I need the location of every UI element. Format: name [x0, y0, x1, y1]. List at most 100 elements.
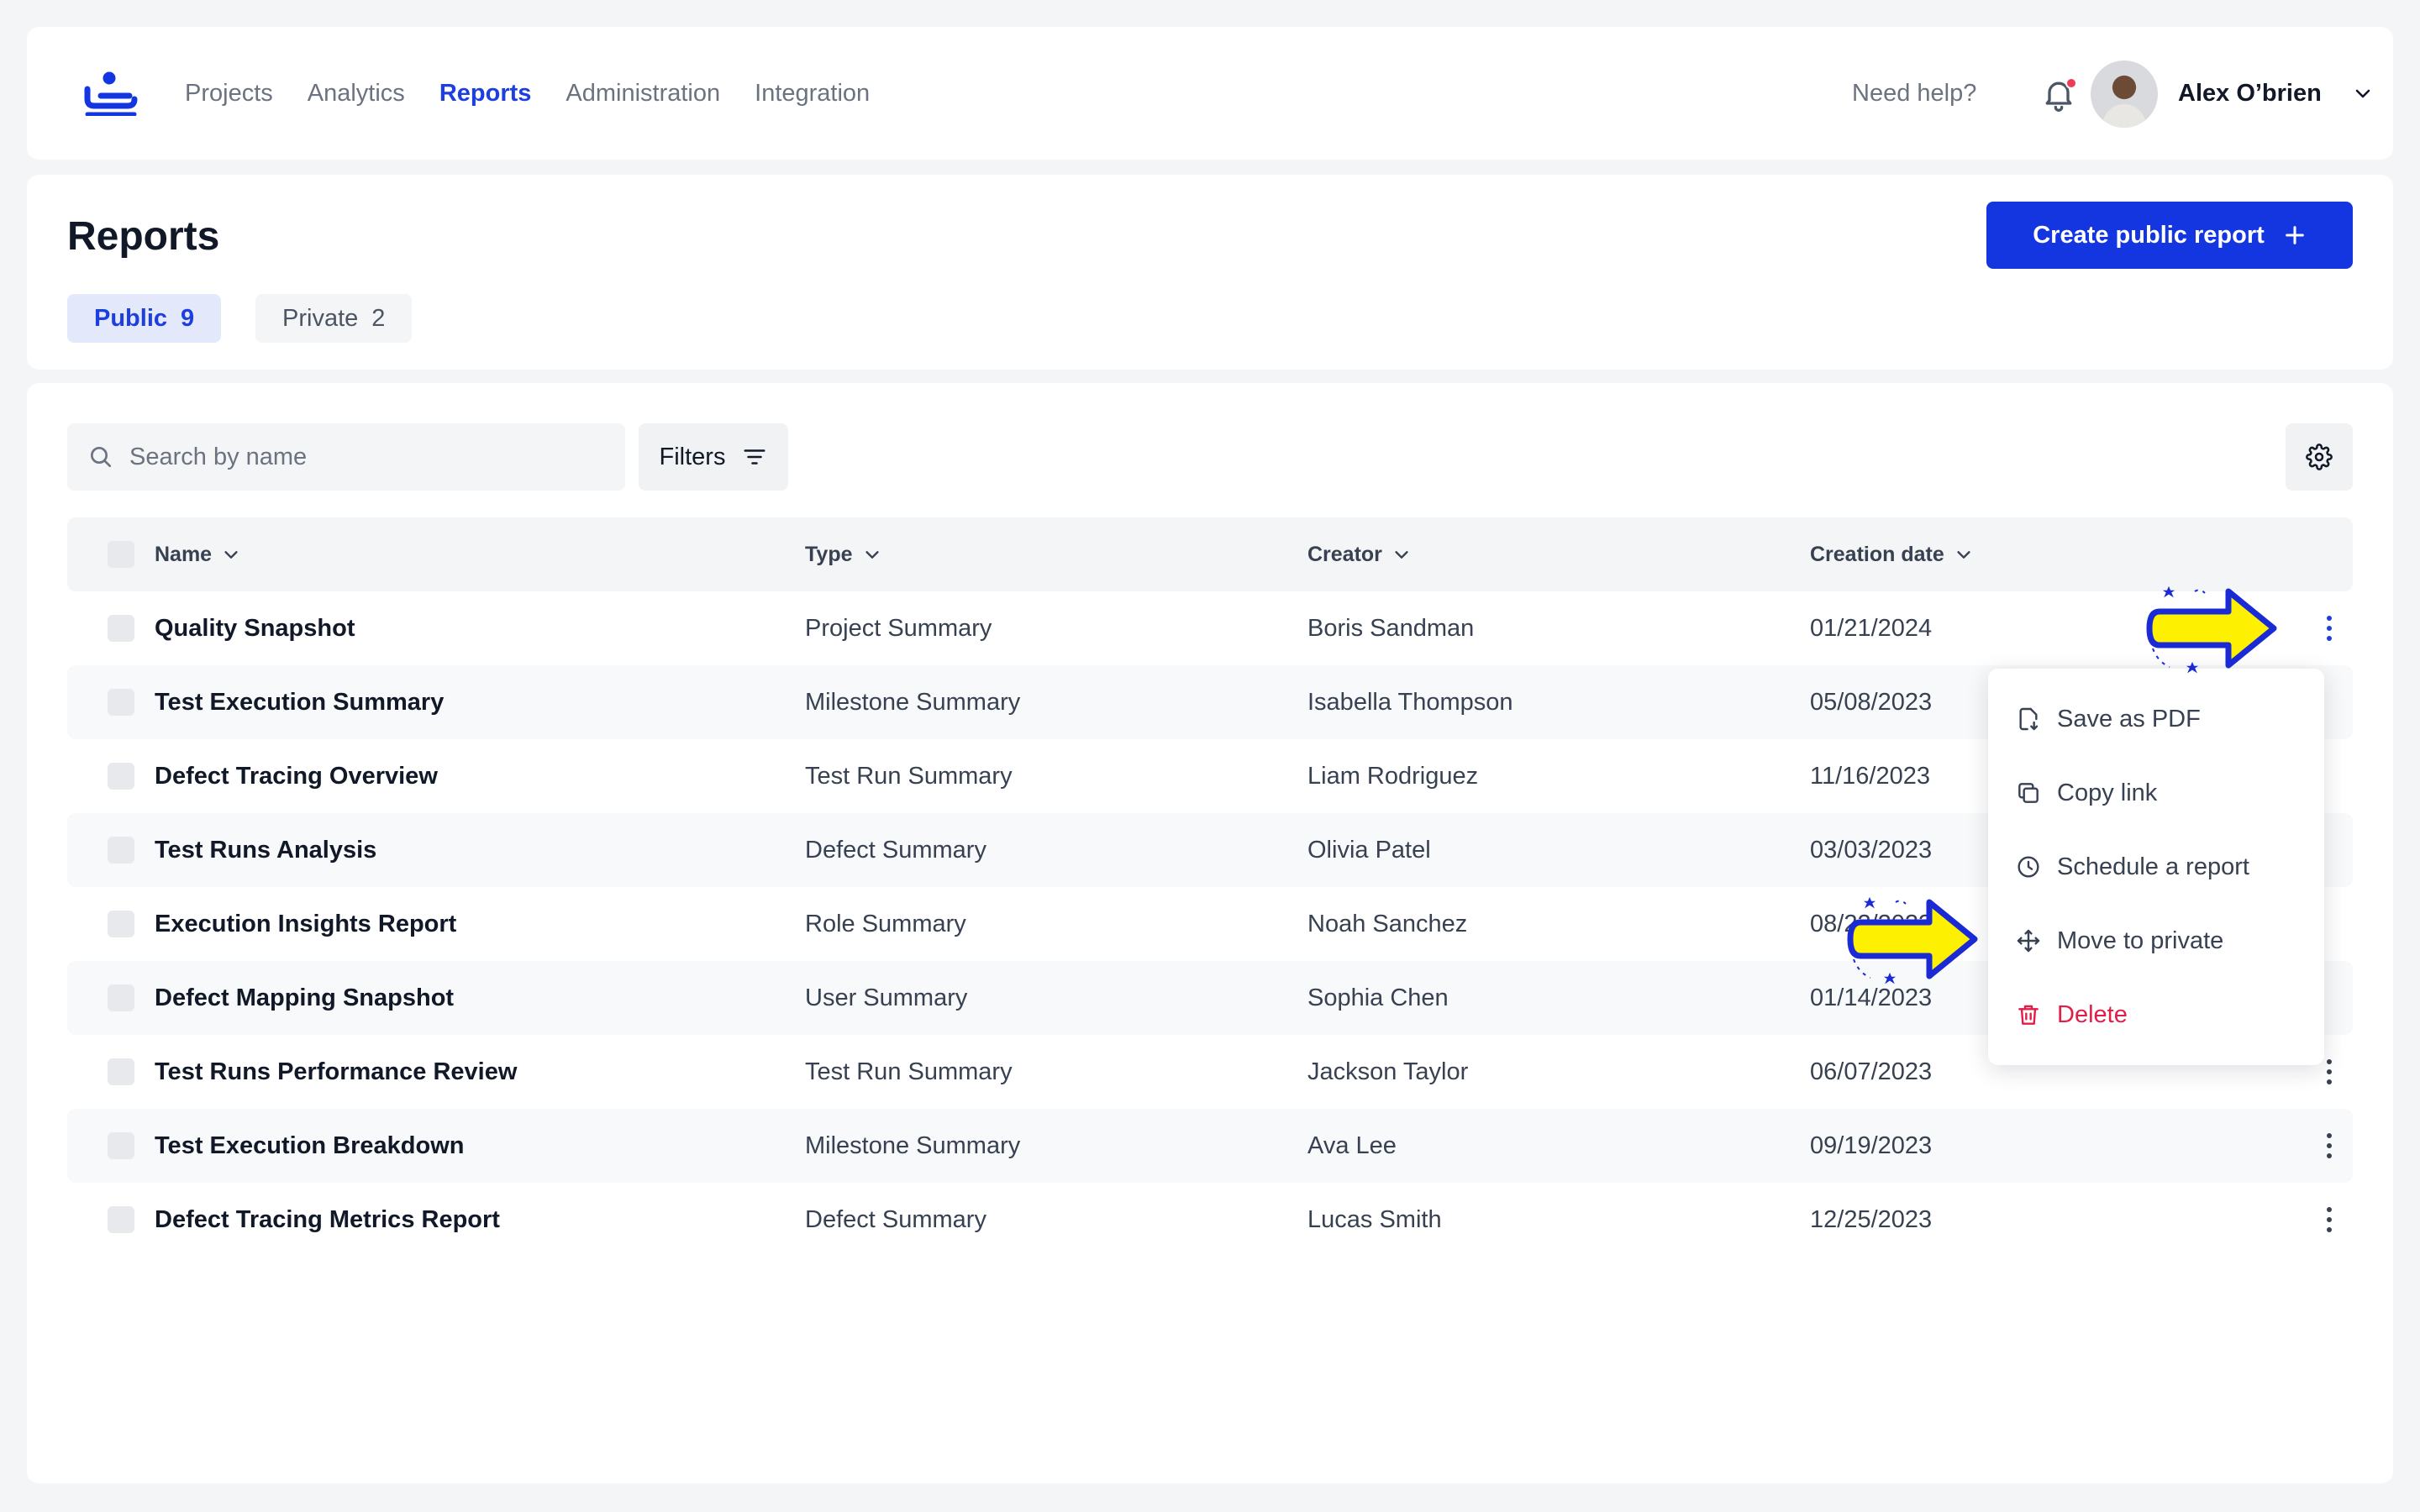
column-header-creation-date[interactable]: Creation date	[1810, 517, 1973, 591]
report-name[interactable]: Defect Tracing Metrics Report	[155, 1205, 500, 1233]
column-name-label: Name	[155, 542, 213, 566]
report-date: 11/16/2023	[1810, 762, 1930, 790]
report-creator: Sophia Chen	[1307, 984, 1449, 1011]
top-navigation-bar: Projects Analytics Reports Administratio…	[27, 27, 2393, 160]
column-header-type[interactable]: Type	[805, 517, 881, 591]
menu-item-copy-link[interactable]: Copy link	[1988, 756, 2324, 830]
nav-administration[interactable]: Administration	[566, 79, 721, 107]
filters-button[interactable]: Filters	[639, 423, 788, 491]
report-date: 01/21/2024	[1810, 614, 1933, 642]
table-settings-button[interactable]	[2286, 423, 2353, 491]
avatar[interactable]	[2091, 60, 2158, 128]
user-name[interactable]: Alex O’brien	[2178, 79, 2322, 107]
report-name[interactable]: Defect Mapping Snapshot	[155, 984, 455, 1011]
report-type: Project Summary	[805, 614, 992, 642]
row-checkbox[interactable]	[108, 1206, 134, 1233]
column-header-name[interactable]: Name	[155, 517, 240, 591]
search-input[interactable]	[129, 443, 600, 471]
row-actions-button[interactable]	[2311, 610, 2348, 647]
chevron-down-icon[interactable]	[2353, 84, 2373, 104]
table-row[interactable]: Defect Tracing Metrics Report Defect Sum…	[67, 1183, 2353, 1257]
row-checkbox[interactable]	[108, 1058, 134, 1085]
report-type: Milestone Summary	[805, 688, 1021, 716]
copy-icon	[2018, 783, 2039, 803]
row-actions-button[interactable]	[2311, 1127, 2348, 1164]
nav-analytics[interactable]: Analytics	[307, 79, 405, 107]
row-checkbox[interactable]	[108, 689, 134, 716]
table-row[interactable]: Test Execution Breakdown Milestone Summa…	[67, 1109, 2353, 1183]
app-logo-icon[interactable]	[81, 71, 139, 116]
report-name[interactable]: Quality Snapshot	[155, 614, 355, 642]
report-name[interactable]: Test Execution Summary	[155, 688, 445, 716]
create-button-label: Create public report	[2033, 221, 2265, 249]
report-name[interactable]: Test Execution Breakdown	[155, 1131, 465, 1159]
tab-public[interactable]: Public 9	[67, 294, 222, 343]
row-checkbox[interactable]	[108, 911, 134, 937]
row-actions-button[interactable]	[2311, 1053, 2348, 1090]
row-checkbox[interactable]	[108, 763, 134, 790]
table-row[interactable]: Test Execution Summary Milestone Summary…	[67, 665, 2353, 739]
table-row[interactable]: Defect Tracing Overview Test Run Summary…	[67, 739, 2353, 813]
menu-item-move-to-private[interactable]: Move to private	[1988, 904, 2324, 978]
bell-icon[interactable]	[2040, 76, 2077, 113]
menu-item-label: Save as PDF	[2057, 705, 2201, 732]
column-header-creator[interactable]: Creator	[1307, 517, 1411, 591]
nav-projects[interactable]: Projects	[185, 79, 273, 107]
kebab-menu-icon	[2327, 616, 2332, 641]
chevron-down-icon	[1957, 551, 1970, 559]
move-icon	[2017, 929, 2040, 953]
chevron-down-icon	[224, 551, 238, 559]
select-all-checkbox[interactable]	[108, 541, 134, 568]
page-title: Reports	[67, 214, 220, 259]
report-type: Milestone Summary	[805, 1131, 1021, 1159]
nav-reports[interactable]: Reports	[439, 79, 532, 107]
search-icon	[91, 447, 111, 467]
filters-label: Filters	[659, 443, 726, 470]
row-actions-menu: Save as PDF Copy link Schedule a report …	[1988, 669, 2324, 1065]
table-header: Name Type Creator Creation date	[67, 517, 2353, 591]
chevron-down-icon	[865, 551, 879, 559]
search-box	[67, 423, 625, 491]
report-creator: Ava Lee	[1307, 1131, 1397, 1159]
page-header: Reports Create public report Public 9 Pr…	[27, 175, 2393, 370]
tab-public-label: Public	[94, 304, 168, 332]
table-row[interactable]: Quality Snapshot Project Summary Boris S…	[67, 591, 2353, 665]
row-actions-button[interactable]	[2311, 1201, 2348, 1238]
create-public-report-button[interactable]: Create public report	[1986, 202, 2353, 269]
menu-item-delete[interactable]: Delete	[1988, 978, 2324, 1052]
row-checkbox[interactable]	[108, 1132, 134, 1159]
report-date: 06/07/2023	[1810, 1058, 1933, 1085]
table-row[interactable]: Test Runs Performance Review Test Run Su…	[67, 1035, 2353, 1109]
notification-dot	[2065, 77, 2077, 89]
report-creator: Olivia Patel	[1307, 836, 1431, 864]
report-date: 05/08/2023	[1810, 688, 1933, 716]
table-row[interactable]: Test Runs Analysis Defect Summary Olivia…	[67, 813, 2353, 887]
clock-icon	[2018, 856, 2039, 878]
column-type-label: Type	[805, 542, 853, 566]
report-date: 01/14/2023	[1810, 984, 1933, 1011]
report-creator: Liam Rodriguez	[1307, 762, 1479, 790]
tab-private-count: 2	[371, 304, 386, 332]
kebab-menu-icon	[2327, 1207, 2332, 1232]
need-help-link[interactable]: Need help?	[1852, 79, 1977, 107]
menu-item-label: Copy link	[2057, 779, 2158, 806]
report-name[interactable]: Execution Insights Report	[155, 910, 457, 937]
report-creator: Noah Sanchez	[1307, 910, 1468, 937]
report-type: Defect Summary	[805, 1205, 986, 1233]
row-checkbox[interactable]	[108, 615, 134, 642]
menu-item-schedule-report[interactable]: Schedule a report	[1988, 830, 2324, 904]
report-type: Defect Summary	[805, 836, 986, 864]
row-checkbox[interactable]	[108, 984, 134, 1011]
menu-item-save-as-pdf[interactable]: Save as PDF	[1988, 682, 2324, 756]
report-type: Test Run Summary	[805, 762, 1013, 790]
report-creator: Boris Sandman	[1307, 614, 1475, 642]
trash-icon	[2018, 1005, 2039, 1025]
nav-integration[interactable]: Integration	[755, 79, 871, 107]
tab-private[interactable]: Private 2	[255, 294, 413, 343]
menu-item-label: Move to private	[2057, 927, 2224, 954]
main-nav: Projects Analytics Reports Administratio…	[185, 27, 904, 160]
report-name[interactable]: Test Runs Analysis	[155, 836, 377, 864]
row-checkbox[interactable]	[108, 837, 134, 864]
report-name[interactable]: Test Runs Performance Review	[155, 1058, 518, 1085]
report-name[interactable]: Defect Tracing Overview	[155, 762, 438, 790]
